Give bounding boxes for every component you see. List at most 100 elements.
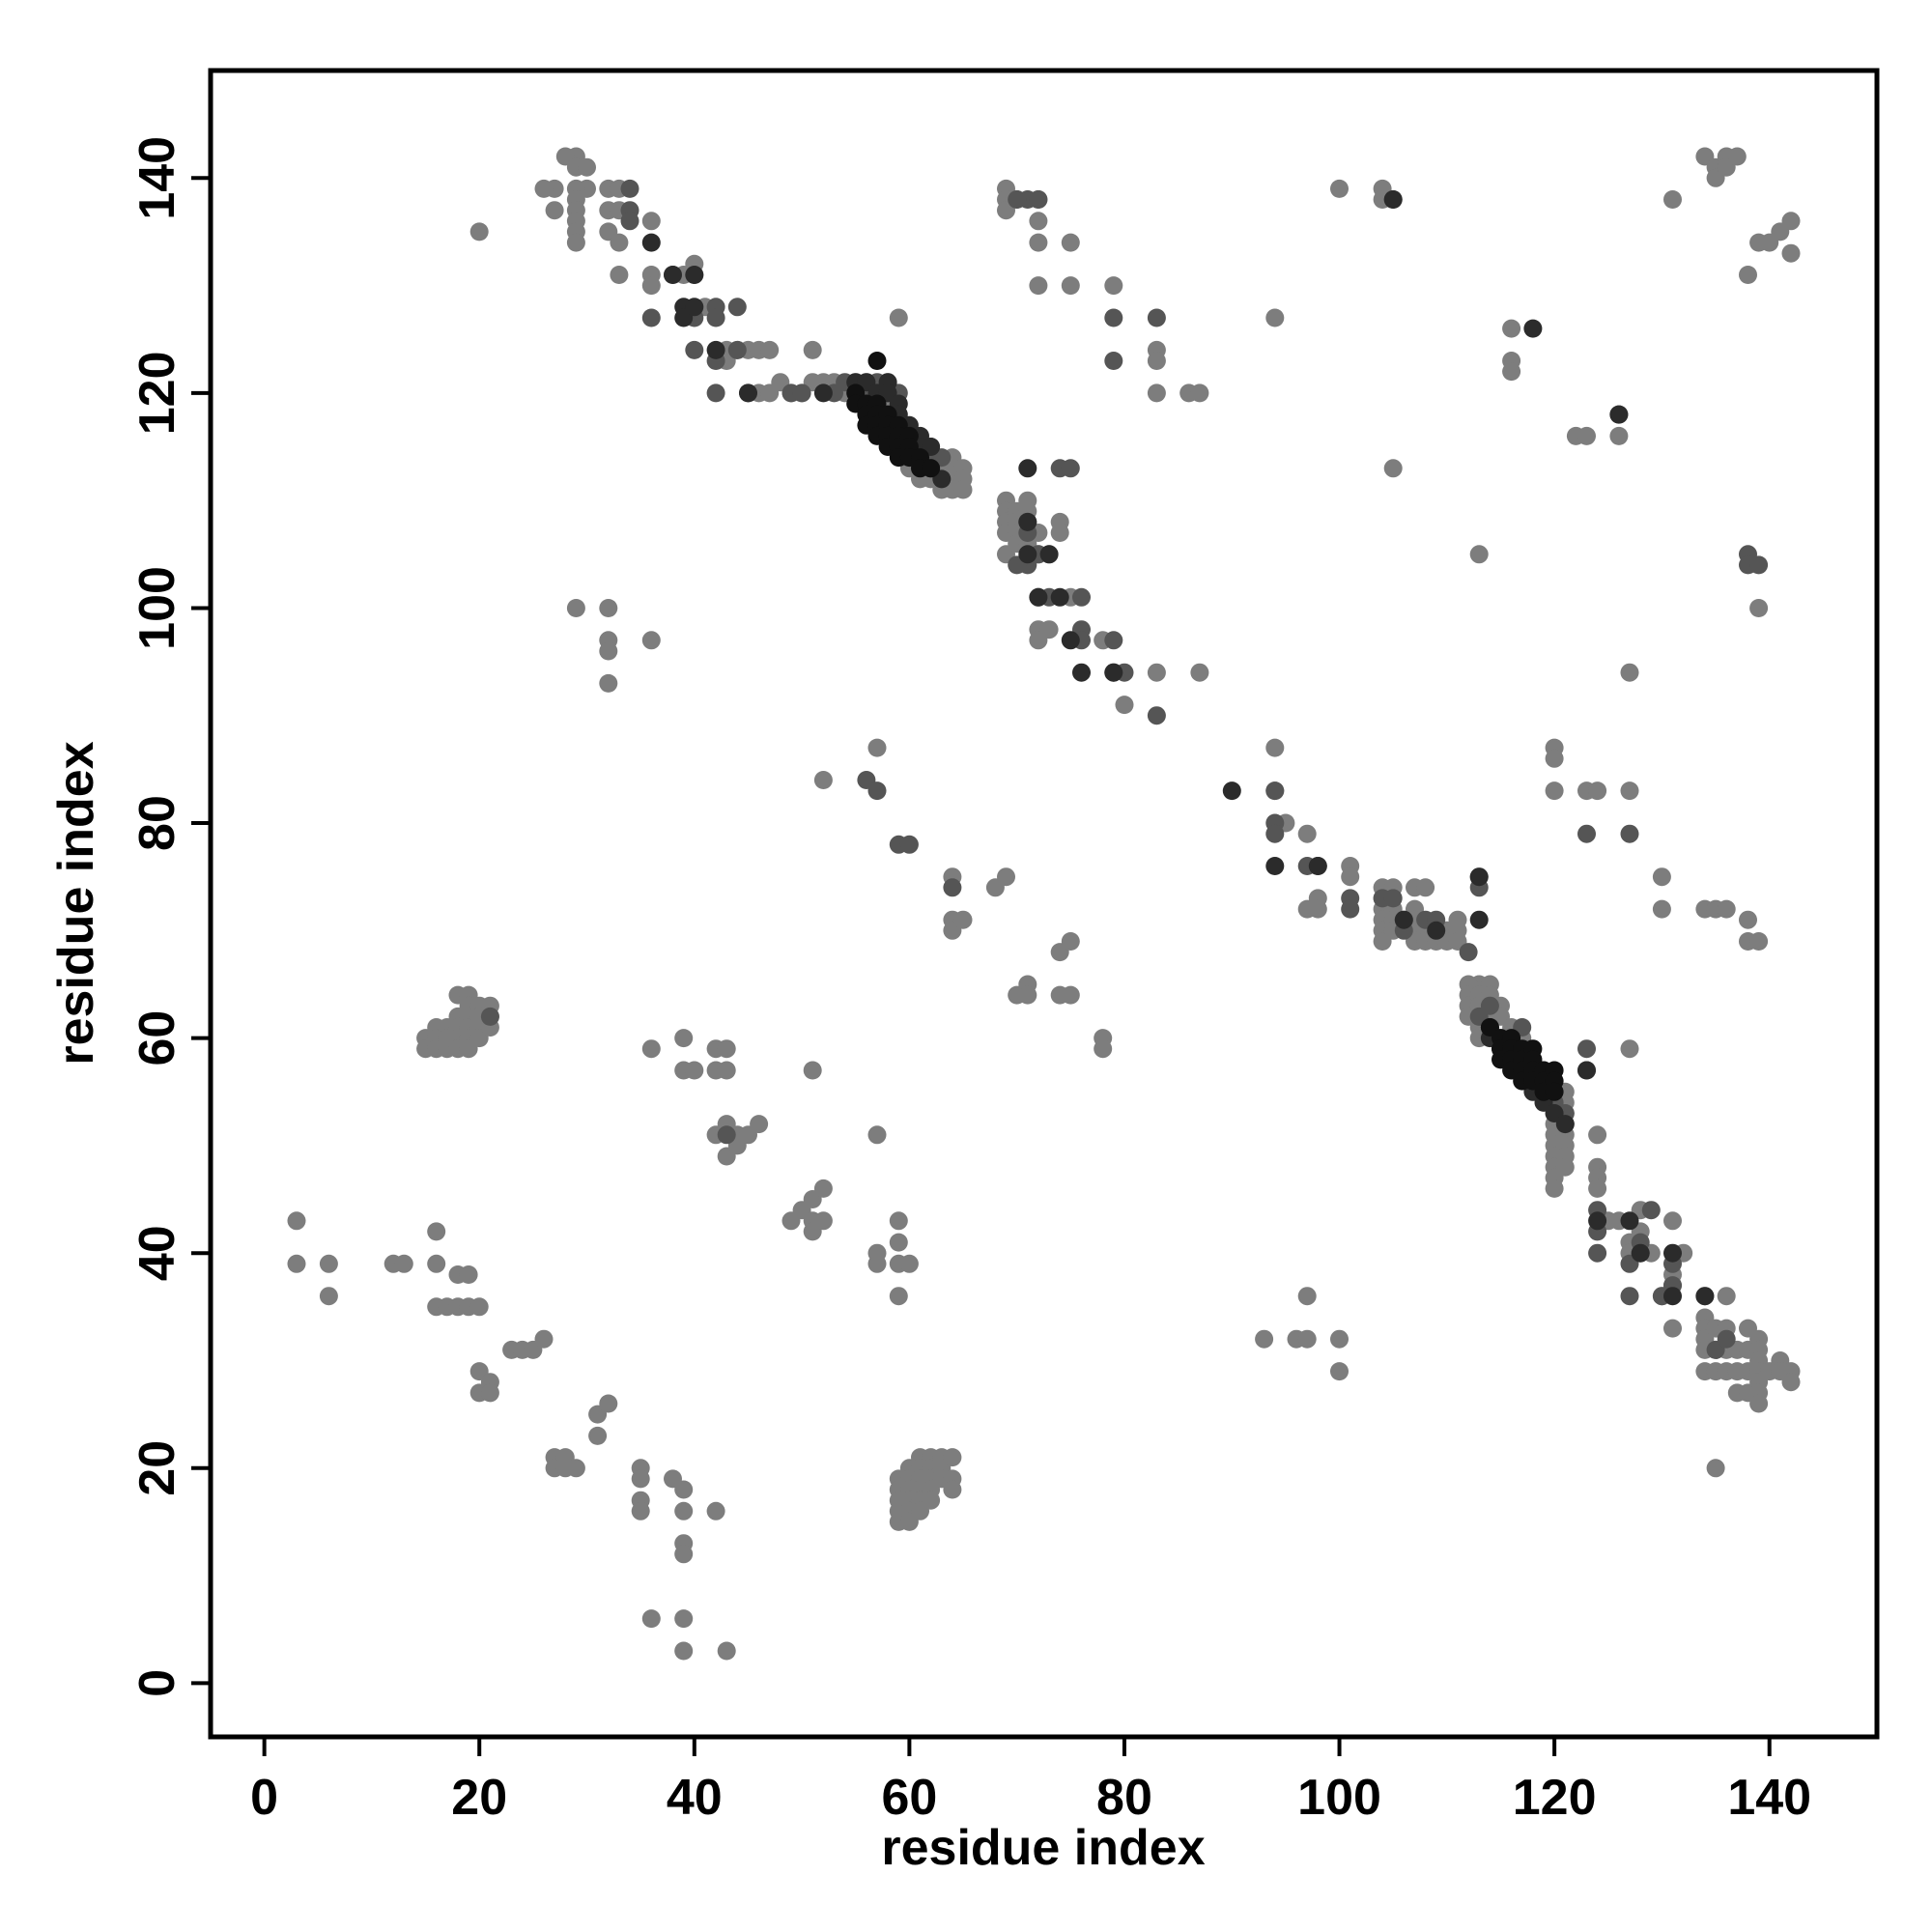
data-point xyxy=(922,1491,941,1510)
data-point xyxy=(1383,459,1403,478)
data-point xyxy=(1717,1329,1736,1349)
data-point xyxy=(641,1039,661,1059)
data-point xyxy=(1555,1157,1575,1177)
data-point xyxy=(1018,985,1037,1005)
data-point xyxy=(1609,426,1629,445)
data-point xyxy=(674,1480,694,1499)
data-point xyxy=(674,1641,694,1661)
data-point xyxy=(1297,899,1317,919)
data-point xyxy=(1072,587,1091,607)
data-point xyxy=(1631,1243,1650,1263)
data-point xyxy=(1663,1243,1682,1263)
data-point xyxy=(943,878,962,897)
y-tick-label: 120 xyxy=(129,351,185,435)
data-point xyxy=(1061,459,1080,478)
data-point xyxy=(1147,384,1166,403)
data-point xyxy=(1609,405,1629,424)
data-point xyxy=(1727,147,1747,166)
data-point xyxy=(717,1125,736,1145)
x-tick-label: 140 xyxy=(1727,1770,1811,1826)
data-point xyxy=(706,1501,725,1520)
data-point xyxy=(706,384,725,403)
data-point xyxy=(1663,1319,1682,1338)
data-point xyxy=(1663,1287,1682,1306)
data-point xyxy=(1394,910,1413,929)
data-point xyxy=(674,1609,694,1629)
data-point xyxy=(1072,663,1091,682)
data-point xyxy=(641,308,661,327)
data-point xyxy=(1717,1287,1736,1306)
x-tick-label: 80 xyxy=(1096,1770,1152,1826)
data-point xyxy=(674,1029,694,1048)
data-point xyxy=(319,1254,338,1273)
data-point xyxy=(1620,1211,1639,1231)
data-point xyxy=(889,1211,908,1231)
data-point xyxy=(1330,1329,1349,1349)
x-tick-label: 20 xyxy=(451,1770,507,1826)
data-point xyxy=(1147,308,1166,327)
data-point xyxy=(813,1211,833,1231)
data-point xyxy=(664,266,682,284)
data-point xyxy=(1545,781,1564,801)
data-point xyxy=(1739,266,1757,284)
x-tick-label: 0 xyxy=(250,1770,278,1826)
data-point xyxy=(1545,749,1564,768)
data-point xyxy=(1641,1201,1661,1220)
data-point xyxy=(1029,190,1048,209)
data-point xyxy=(1255,1329,1274,1349)
data-point xyxy=(1577,824,1596,843)
data-point xyxy=(867,1254,887,1273)
x-tick-label: 40 xyxy=(667,1770,723,1826)
data-point xyxy=(674,1501,694,1520)
data-point xyxy=(545,201,564,220)
data-point xyxy=(889,1233,908,1252)
data-point xyxy=(1039,545,1059,564)
data-point xyxy=(469,222,489,242)
data-point xyxy=(1061,276,1080,296)
y-tick-label: 0 xyxy=(129,1669,185,1697)
data-point xyxy=(889,1287,908,1306)
data-point xyxy=(641,233,661,252)
data-point xyxy=(1018,459,1037,478)
data-point xyxy=(620,212,639,231)
data-point xyxy=(287,1211,306,1231)
data-point xyxy=(641,631,661,650)
data-point xyxy=(1061,932,1080,951)
data-point xyxy=(599,1394,618,1413)
data-point xyxy=(1147,706,1166,725)
x-axis: 0 20 40 60 80 100 120 140 xyxy=(250,1737,1811,1826)
data-point xyxy=(674,1545,694,1564)
data-point xyxy=(566,599,585,617)
data-points xyxy=(287,147,1801,1661)
data-point xyxy=(1297,1287,1317,1306)
data-point xyxy=(685,266,704,284)
data-point xyxy=(899,1254,919,1273)
data-point xyxy=(1222,781,1241,801)
data-point xyxy=(1502,362,1521,382)
data-point xyxy=(1577,426,1596,445)
data-point xyxy=(427,1222,446,1241)
data-point xyxy=(1190,384,1209,403)
data-point xyxy=(1781,212,1801,231)
data-point xyxy=(899,835,919,854)
data-point xyxy=(1469,545,1489,564)
data-point xyxy=(1502,319,1521,338)
data-point xyxy=(641,1609,661,1629)
data-point xyxy=(706,308,725,327)
data-point xyxy=(631,1501,650,1520)
data-point xyxy=(1029,212,1048,231)
data-point xyxy=(1147,352,1166,370)
data-point xyxy=(610,266,629,284)
data-point xyxy=(1469,867,1489,887)
data-point xyxy=(685,340,704,359)
data-point xyxy=(1104,352,1123,370)
data-point xyxy=(1577,1039,1596,1059)
data-point xyxy=(1749,599,1769,617)
data-point xyxy=(1749,555,1769,575)
plot-frame xyxy=(208,68,1880,1740)
data-point xyxy=(1330,179,1349,198)
x-axis-title: residue index xyxy=(881,1820,1205,1876)
data-point xyxy=(1620,663,1639,682)
data-point xyxy=(1588,1125,1607,1145)
